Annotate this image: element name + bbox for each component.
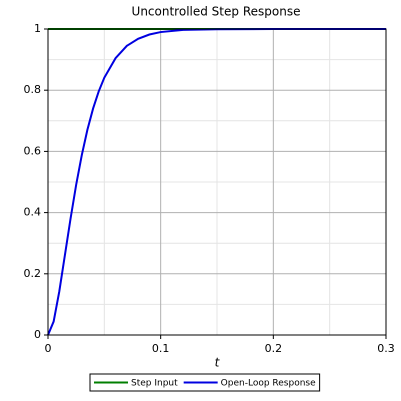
x-tick-label: 0.2 [265, 342, 283, 355]
y-tick-label: 0.2 [24, 267, 42, 280]
y-tick-label: 0.4 [24, 206, 42, 219]
y-tick-label: 0.8 [24, 83, 42, 96]
x-axis-label: t [215, 356, 221, 370]
x-tick-label: 0.1 [152, 342, 170, 355]
y-tick-label: 0 [34, 328, 41, 341]
legend-label: Step Input [131, 379, 178, 389]
chart-title: Uncontrolled Step Response [132, 5, 301, 19]
legend-label: Open-Loop Response [221, 379, 316, 389]
y-tick-label: 1 [34, 22, 41, 35]
x-tick-label: 0 [45, 342, 52, 355]
legend: Step Input Open-Loop Response [89, 373, 321, 392]
plot-frame [47, 28, 387, 336]
series-line [47, 28, 386, 336]
y-tick-label: 0.6 [24, 144, 42, 157]
grid [47, 28, 387, 336]
x-tick-label: 0.3 [377, 342, 395, 355]
